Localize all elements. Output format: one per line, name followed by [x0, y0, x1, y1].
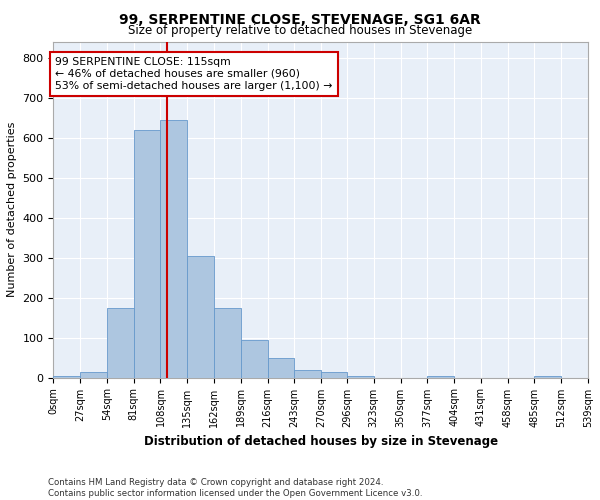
- Bar: [187, 256, 214, 378]
- Bar: [53, 376, 80, 378]
- Bar: [295, 370, 321, 378]
- Text: 99 SERPENTINE CLOSE: 115sqm
← 46% of detached houses are smaller (960)
53% of se: 99 SERPENTINE CLOSE: 115sqm ← 46% of det…: [55, 58, 333, 90]
- Bar: [214, 308, 241, 378]
- X-axis label: Distribution of detached houses by size in Stevenage: Distribution of detached houses by size …: [143, 435, 498, 448]
- Bar: [427, 376, 454, 378]
- Bar: [160, 120, 187, 378]
- Bar: [535, 376, 561, 378]
- Bar: [321, 372, 347, 378]
- Bar: [80, 372, 107, 378]
- Bar: [268, 358, 295, 378]
- Bar: [347, 376, 374, 378]
- Bar: [241, 340, 268, 378]
- Text: Size of property relative to detached houses in Stevenage: Size of property relative to detached ho…: [128, 24, 472, 37]
- Bar: [134, 130, 160, 378]
- Bar: [107, 308, 134, 378]
- Text: 99, SERPENTINE CLOSE, STEVENAGE, SG1 6AR: 99, SERPENTINE CLOSE, STEVENAGE, SG1 6AR: [119, 12, 481, 26]
- Text: Contains HM Land Registry data © Crown copyright and database right 2024.
Contai: Contains HM Land Registry data © Crown c…: [48, 478, 422, 498]
- Y-axis label: Number of detached properties: Number of detached properties: [7, 122, 17, 298]
